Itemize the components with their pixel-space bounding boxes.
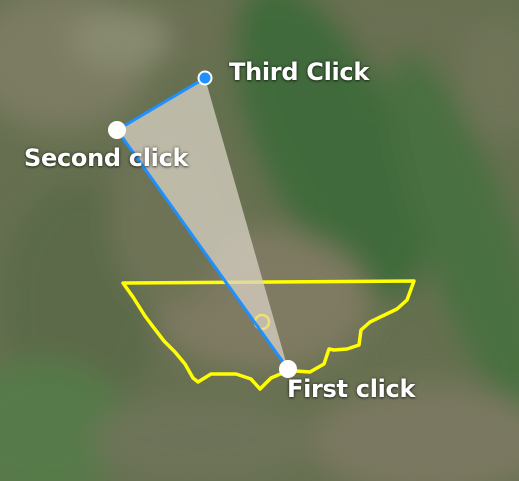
third-click-point[interactable]: [197, 70, 213, 86]
second-click-point[interactable]: [108, 121, 126, 139]
measure-line-second-third: [116, 76, 206, 132]
first-click-label: First click: [287, 375, 416, 403]
measure-area-fill: [117, 78, 288, 369]
first-click-point[interactable]: [279, 360, 297, 378]
second-click-label: Second click: [24, 144, 189, 172]
third-click-label: Third Click: [229, 58, 370, 86]
field-boundary: [121, 279, 416, 391]
measure-line-first-second: [115, 129, 290, 370]
